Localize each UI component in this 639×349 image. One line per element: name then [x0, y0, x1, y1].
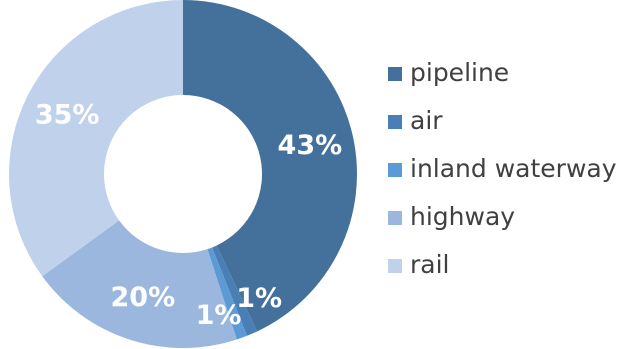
legend-label-pipeline: pipeline [410, 58, 510, 87]
slice-label-air: 1% [236, 283, 282, 314]
slice-inland-waterway [207, 247, 248, 340]
legend-swatch-highway [388, 211, 402, 225]
slice-label-highway: 20% [111, 282, 176, 313]
legend-swatch-pipeline [388, 67, 402, 81]
slice-label-rail: 35% [35, 99, 100, 130]
slice-labels-group: 43% 1%1% 20% 35% [35, 99, 342, 331]
legend-item-rail: rail [388, 248, 638, 296]
slice-air [212, 245, 258, 336]
legend-item-air: air [388, 104, 638, 152]
legend-item-pipeline: pipeline [388, 56, 638, 104]
legend-label-inland-waterway: inland waterway [410, 154, 617, 183]
slice-label-pipeline: 43% [278, 130, 343, 161]
legend-swatch-inland-waterway [388, 163, 402, 177]
legend-swatch-air [388, 115, 402, 129]
legend-label-highway: highway [410, 202, 516, 231]
legend-label-air: air [410, 106, 443, 135]
legend: pipeline air inland waterway highway rai… [388, 56, 638, 296]
legend-item-highway: highway [388, 200, 638, 248]
slice-highway [42, 220, 237, 348]
legend-item-inland-waterway: inland waterway [388, 152, 638, 200]
legend-label-rail: rail [410, 250, 450, 279]
slice-label-inland-waterway: 1% [196, 300, 242, 331]
slices-group [9, 0, 358, 348]
slice-pipeline [183, 0, 358, 332]
donut-svg: 43% 1%1% 20% 35% [9, 0, 358, 348]
legend-swatch-rail [388, 259, 402, 273]
slice-rail [9, 0, 184, 277]
